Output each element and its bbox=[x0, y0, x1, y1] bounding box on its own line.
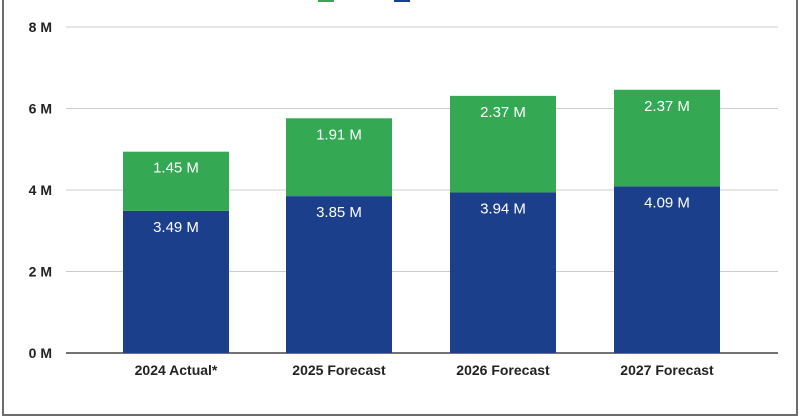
legend-swatch-blue bbox=[394, 0, 410, 2]
bar-segment[interactable] bbox=[614, 186, 720, 353]
y-tick-label: 0 M bbox=[29, 345, 52, 361]
data-label: 3.94 M bbox=[480, 200, 526, 217]
category-label: 2027 Forecast bbox=[620, 362, 714, 378]
category-label: 2026 Forecast bbox=[456, 362, 550, 378]
y-tick-label: 2 M bbox=[29, 264, 52, 280]
bar-segment[interactable] bbox=[123, 151, 229, 211]
data-label: 3.85 M bbox=[316, 204, 362, 221]
data-label: 2.37 M bbox=[644, 98, 690, 115]
data-label: 3.49 M bbox=[153, 219, 199, 236]
y-tick-label: 4 M bbox=[29, 182, 52, 198]
data-label: 4.09 M bbox=[644, 194, 690, 211]
data-label: 1.91 M bbox=[316, 126, 362, 143]
bar-segment[interactable] bbox=[123, 210, 229, 353]
bar-segment[interactable] bbox=[286, 196, 392, 353]
bar-segment[interactable] bbox=[614, 89, 720, 187]
data-label: 1.45 M bbox=[153, 160, 199, 177]
bar-segment[interactable] bbox=[450, 95, 556, 193]
y-tick-label: 6 M bbox=[29, 101, 52, 117]
y-tick-label: 8 M bbox=[29, 19, 52, 35]
bar-segment[interactable] bbox=[286, 118, 392, 197]
category-label: 2025 Forecast bbox=[292, 362, 386, 378]
legend-swatch-green bbox=[318, 0, 334, 2]
category-label: 2024 Actual* bbox=[135, 362, 218, 378]
data-label: 2.37 M bbox=[480, 104, 526, 121]
bar-segment[interactable] bbox=[450, 192, 556, 353]
stacked-bar-chart: 0 M 2 M 4 M 6 M 8 M 3.49 M 1.45 M 2024 Actual* 3… bbox=[29, 0, 778, 378]
